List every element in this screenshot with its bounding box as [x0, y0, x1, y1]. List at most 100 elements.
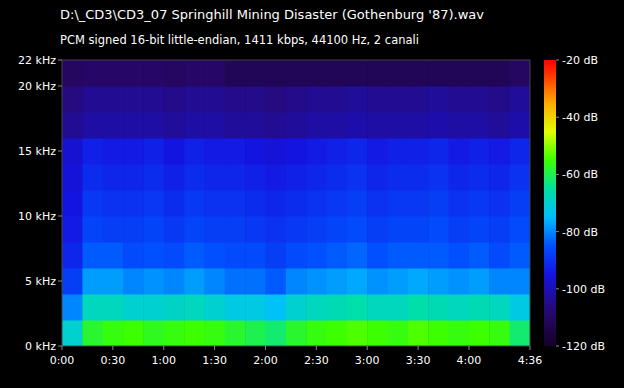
cell — [265, 164, 286, 191]
colorbar-tick-label: -100 dB — [562, 283, 605, 296]
cell — [327, 242, 348, 269]
cell — [286, 190, 307, 217]
cell — [62, 138, 83, 165]
cell — [204, 164, 225, 191]
cell — [204, 86, 225, 113]
cell — [204, 190, 225, 217]
cell — [143, 320, 164, 346]
cell — [286, 242, 307, 269]
cell — [306, 86, 327, 113]
cell — [469, 242, 490, 269]
cell — [489, 60, 510, 87]
cell — [164, 86, 185, 113]
cell — [164, 216, 185, 243]
cell — [428, 242, 449, 269]
cell — [225, 86, 246, 113]
colorbar-tick — [556, 117, 559, 118]
colorbar-tick-label: -60 dB — [562, 168, 598, 181]
cell — [347, 320, 368, 346]
cell — [164, 60, 185, 87]
cell — [510, 86, 530, 113]
cell — [225, 268, 246, 295]
cell — [245, 190, 266, 217]
cell — [143, 216, 164, 243]
cell — [62, 242, 83, 269]
cell — [347, 164, 368, 191]
cell — [123, 86, 144, 113]
cell — [62, 190, 83, 217]
cell — [347, 86, 368, 113]
cell — [449, 60, 470, 87]
cell — [428, 190, 449, 217]
cell — [367, 294, 388, 321]
cell — [388, 190, 409, 217]
cell — [388, 242, 409, 269]
cell — [489, 112, 510, 139]
cell — [225, 190, 246, 217]
y-tick-label: 10 kHz — [18, 210, 56, 223]
cell — [103, 86, 124, 113]
cell — [489, 294, 510, 321]
cell — [184, 190, 205, 217]
cell — [306, 242, 327, 269]
cell — [449, 86, 470, 113]
cell — [225, 138, 246, 165]
cell — [184, 86, 205, 113]
cell — [225, 320, 246, 346]
cell — [408, 216, 429, 243]
x-tick — [530, 346, 531, 350]
cell — [510, 216, 530, 243]
cell — [510, 112, 530, 139]
cell — [82, 190, 103, 217]
cell — [265, 60, 286, 87]
cell — [469, 138, 490, 165]
cell — [123, 164, 144, 191]
cell — [388, 138, 409, 165]
cell — [408, 190, 429, 217]
cell — [123, 268, 144, 295]
cell — [388, 112, 409, 139]
x-tick-label: 0:30 — [101, 354, 126, 367]
cell — [469, 216, 490, 243]
cell — [225, 164, 246, 191]
cell — [306, 294, 327, 321]
cell — [62, 216, 83, 243]
cell — [184, 60, 205, 87]
x-tick — [62, 346, 63, 350]
colorbar-tick — [556, 174, 559, 175]
cell — [428, 216, 449, 243]
cell — [408, 294, 429, 321]
cell — [62, 268, 83, 295]
x-tick — [367, 346, 368, 350]
cell — [62, 164, 83, 191]
cell — [306, 216, 327, 243]
cell — [388, 320, 409, 346]
cell — [306, 60, 327, 87]
cell — [143, 164, 164, 191]
cell — [347, 294, 368, 321]
cell — [286, 60, 307, 87]
plot-frame — [62, 60, 530, 346]
subtitle: PCM signed 16-bit little-endian, 1411 kb… — [60, 33, 419, 47]
cell — [143, 190, 164, 217]
cell — [327, 86, 348, 113]
cell — [245, 164, 266, 191]
cell — [327, 164, 348, 191]
cell — [306, 138, 327, 165]
x-tick-label: 3:30 — [406, 354, 431, 367]
cell — [408, 164, 429, 191]
x-tick — [265, 346, 266, 350]
cell — [225, 294, 246, 321]
cell — [489, 190, 510, 217]
cell — [245, 138, 266, 165]
cell — [388, 60, 409, 87]
cell — [164, 320, 185, 346]
cells — [62, 60, 530, 346]
cell — [286, 138, 307, 165]
cell — [123, 294, 144, 321]
cell — [62, 60, 83, 87]
cell — [286, 86, 307, 113]
cell — [347, 60, 368, 87]
cell — [367, 60, 388, 87]
cell — [449, 164, 470, 191]
